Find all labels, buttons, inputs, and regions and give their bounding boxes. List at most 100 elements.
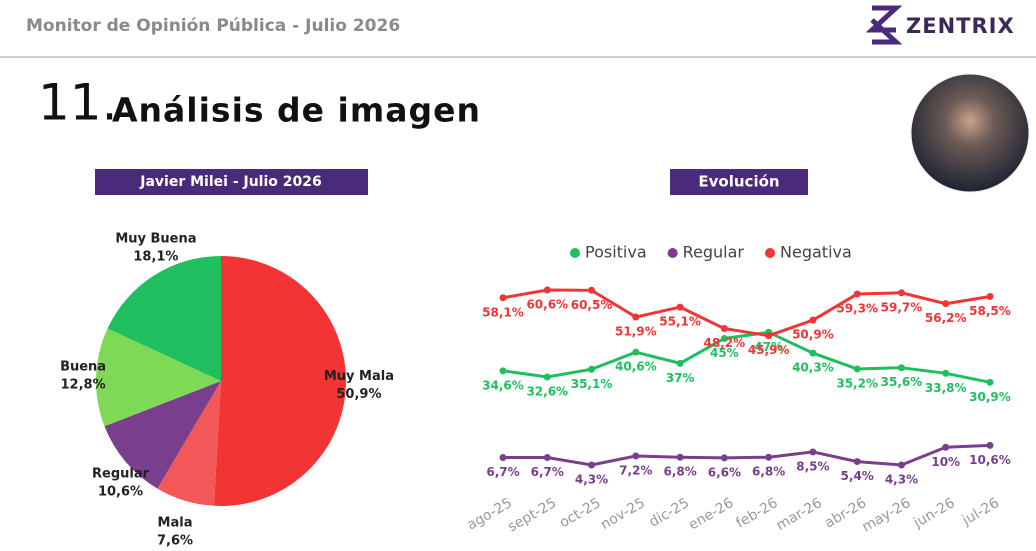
slice-label: Buena <box>60 360 106 375</box>
x-tick-label: jun-26 <box>910 495 957 532</box>
data-point <box>720 454 728 462</box>
x-tick-label: sept-25 <box>505 495 559 535</box>
series-line <box>502 330 991 384</box>
slice-value-label: 10,6% <box>98 485 143 500</box>
data-point <box>853 365 861 373</box>
x-tick-label: oct-25 <box>557 495 604 531</box>
data-point <box>765 332 773 340</box>
data-point <box>809 316 817 324</box>
data-point <box>588 286 596 294</box>
data-label: 50,9% <box>792 328 834 342</box>
legend-marker <box>570 248 580 258</box>
data-label: 45,9% <box>748 343 790 357</box>
series-line <box>502 288 991 338</box>
data-label: 51,9% <box>615 325 657 339</box>
x-tick-label: ene-26 <box>686 495 736 533</box>
data-label: 47% <box>754 340 783 354</box>
data-label: 58,1% <box>482 305 524 319</box>
x-tick-label: mar-26 <box>774 495 825 534</box>
slice-label: Mala <box>158 516 193 531</box>
data-point <box>632 348 640 356</box>
data-point <box>588 461 596 469</box>
data-point <box>499 367 507 375</box>
brand-name: ZENTRIX <box>906 14 1015 38</box>
data-label: 60,6% <box>526 298 568 312</box>
data-label: 40,6% <box>615 360 657 374</box>
data-point <box>853 290 861 298</box>
data-point <box>986 378 994 386</box>
data-label: 55,1% <box>659 315 701 329</box>
pie-slice <box>213 256 346 506</box>
data-label: 59,7% <box>881 300 923 314</box>
data-point <box>543 454 551 462</box>
header-title: Monitor de Opinión Pública - Julio 2026 <box>26 16 400 36</box>
data-point <box>986 441 994 449</box>
data-label: 56,2% <box>925 311 967 325</box>
section-title: Análisis de imagen <box>112 91 481 130</box>
data-label: 35,6% <box>881 375 923 389</box>
legend-label: Negativa <box>780 243 852 262</box>
x-tick-label: may-26 <box>859 495 913 535</box>
pie-slice <box>157 381 221 506</box>
data-point <box>588 365 596 373</box>
data-point <box>897 461 905 469</box>
data-label: 45% <box>710 346 739 360</box>
data-label: 40,3% <box>792 361 834 375</box>
data-label: 4,3% <box>575 473 608 487</box>
data-point <box>897 289 905 297</box>
data-point <box>765 453 773 461</box>
legend-label: Regular <box>683 243 745 262</box>
data-point <box>543 373 551 381</box>
data-label: 5,4% <box>841 469 874 483</box>
data-label: 7,2% <box>619 463 652 477</box>
series-line <box>503 443 991 467</box>
data-point <box>499 294 507 302</box>
slice-label: Regular <box>92 467 150 482</box>
profile-photo <box>910 73 1030 193</box>
data-point <box>676 453 684 461</box>
data-point <box>942 369 950 377</box>
data-label: 59,3% <box>836 302 878 316</box>
line-title-box <box>670 169 808 195</box>
data-label: 6,7% <box>486 465 519 479</box>
data-point <box>942 443 950 451</box>
data-label: 35,2% <box>836 376 878 390</box>
slice-label: Muy Mala <box>324 369 394 384</box>
pie-slice <box>107 256 221 381</box>
data-label: 6,8% <box>663 465 696 479</box>
slice-value-label: 50,9% <box>336 387 381 402</box>
legend-label: Positiva <box>585 243 647 262</box>
pie-slice <box>95 328 221 427</box>
x-tick-label: feb-26 <box>733 495 780 532</box>
data-point <box>676 359 684 367</box>
x-tick-label: ago-25 <box>464 495 515 533</box>
slice-value-label: 7,6% <box>157 534 193 547</box>
data-label: 4,3% <box>885 473 918 487</box>
legend-marker <box>765 248 776 258</box>
legend-marker <box>667 248 678 258</box>
data-point <box>543 286 551 294</box>
brand-logo <box>865 5 903 45</box>
data-label: 32,6% <box>526 385 568 399</box>
data-label: 6,6% <box>708 465 741 479</box>
data-point <box>499 454 507 462</box>
data-point <box>632 452 640 460</box>
data-point <box>632 313 640 321</box>
slice-value-label: 12,8% <box>61 378 106 393</box>
data-point <box>942 300 950 308</box>
data-label: 35,1% <box>571 377 613 391</box>
data-label: 48,2% <box>704 336 746 350</box>
data-label: 60,5% <box>571 298 613 312</box>
data-point <box>676 303 684 311</box>
data-label: 6,8% <box>752 465 785 479</box>
slice-label: Muy Buena <box>115 231 196 246</box>
data-label: 10,6% <box>969 453 1011 467</box>
data-point <box>809 448 817 456</box>
slice-value-label: 18,1% <box>133 249 178 264</box>
line-title: Evolución <box>698 173 779 191</box>
section-number: 11. <box>38 74 118 132</box>
pie-title: Javier Milei - Julio 2026 <box>139 174 321 190</box>
x-tick-label: jul-26 <box>959 495 1002 529</box>
data-label: 34,6% <box>482 378 524 392</box>
data-label: 37% <box>666 371 695 385</box>
